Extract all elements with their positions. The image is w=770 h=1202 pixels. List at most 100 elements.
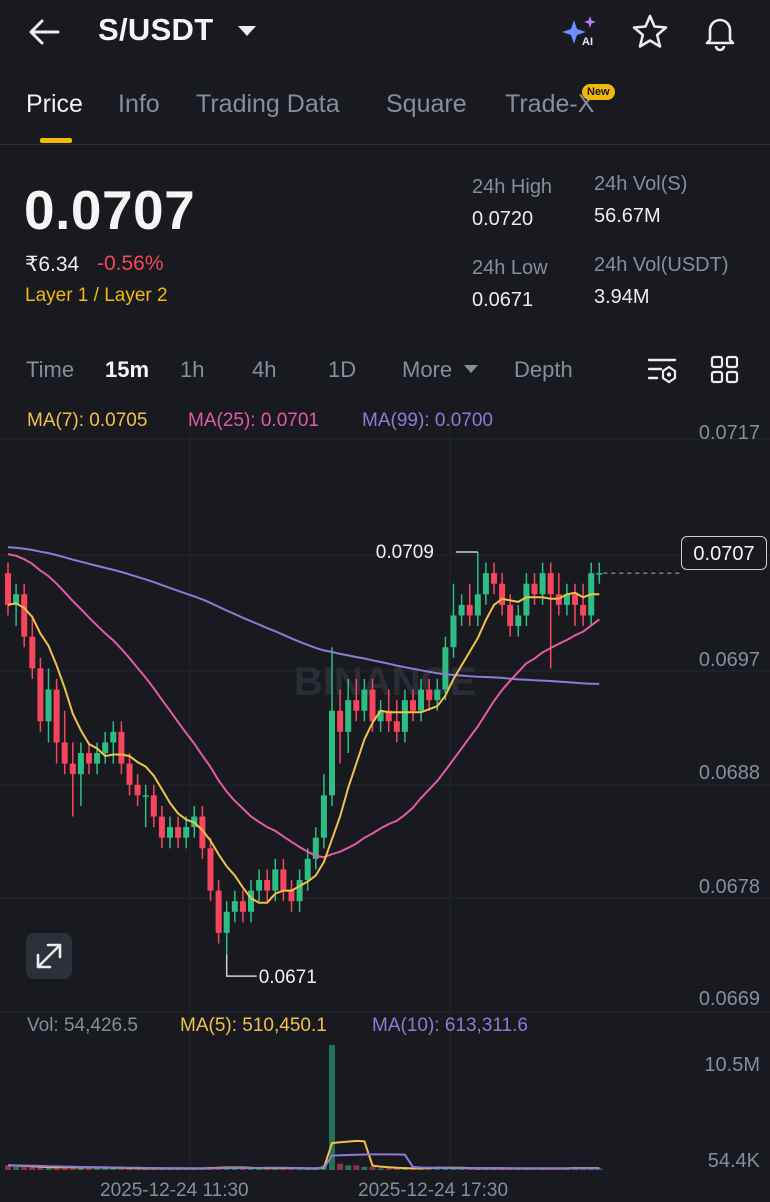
volume-bar (29, 1166, 36, 1170)
candle-body (158, 816, 165, 838)
high-label: 24h High (472, 176, 553, 198)
volume-legend: Vol: 54,426.5 (27, 1015, 138, 1036)
price-axis: 0.0717 0.0697 0.0688 0.0678 0.0669 10.5M… (699, 422, 761, 1172)
volume-ma10-legend: MA(10): 613,311.6 (372, 1015, 528, 1036)
candlestick-chart[interactable]: BINANCE 0.0709 0.0671 0.0717 0.0697 0.06… (0, 395, 770, 1200)
candle (345, 678, 352, 754)
candle-body (5, 573, 11, 605)
candle-body (13, 594, 20, 605)
volume-ma5-line (7, 1139, 600, 1170)
price-axis-label: 0.0669 (699, 988, 760, 1010)
interval-15m[interactable]: 15m (105, 357, 150, 382)
volume-bar (86, 1166, 92, 1170)
tab-price[interactable]: Price (26, 90, 83, 118)
volume-bar (288, 1168, 295, 1170)
ai-sparkle-icon[interactable]: AI (560, 14, 600, 50)
new-badge: New (582, 84, 615, 100)
candle-body (572, 594, 578, 605)
pair-title[interactable]: S/USDT (98, 12, 214, 47)
indicator-settings-icon[interactable] (645, 352, 681, 388)
grid-layout-icon[interactable] (709, 354, 741, 386)
tab-square[interactable]: Square (386, 90, 467, 118)
volume-bar (450, 1168, 457, 1170)
candle-body (150, 795, 157, 817)
interval-depth[interactable]: Depth (514, 357, 573, 382)
candle-body (474, 594, 481, 616)
back-arrow-icon[interactable] (24, 14, 64, 50)
volume-bar (329, 1045, 335, 1170)
candle-body (29, 636, 36, 669)
candle-body (199, 816, 206, 849)
price-change-percent: -0.56% (97, 252, 164, 275)
candle-body (466, 604, 473, 616)
category-tags[interactable]: Layer 1 / Layer 2 (25, 285, 168, 306)
low-marker-leader (225, 954, 257, 977)
fullscreen-expand-icon[interactable] (26, 933, 72, 979)
interval-time[interactable]: Time (26, 357, 75, 382)
candle-body (442, 647, 449, 690)
volume-bar (377, 1168, 384, 1170)
candle-body (110, 731, 117, 743)
interval-4h[interactable]: 4h (252, 357, 277, 382)
low-value: 0.0671 (472, 289, 534, 311)
notification-bell-icon[interactable] (700, 12, 740, 52)
current-price-tag[interactable]: 0.0707 (681, 536, 767, 570)
ma99-legend[interactable]: MA(99): 0.0700 (362, 410, 493, 431)
fiat-price: ₹6.34 (25, 253, 80, 276)
volume-bar (272, 1168, 279, 1170)
candle-body (142, 795, 149, 797)
candle (13, 583, 20, 627)
vol-usdt-value: 3.94M (594, 286, 650, 308)
tab-info[interactable]: Info (118, 90, 160, 118)
candle-body (450, 615, 457, 648)
candle (61, 710, 68, 775)
candle (45, 668, 52, 743)
candle-body (329, 710, 335, 796)
volume-bar (458, 1168, 465, 1170)
interval-more[interactable]: More (402, 357, 453, 382)
candle (304, 848, 311, 891)
candle-body (77, 753, 84, 775)
time-axis-label: 2025-12-24 17:30 (358, 1180, 509, 1201)
volume-bar (61, 1166, 68, 1170)
ma7-legend[interactable]: MA(7): 0.0705 (27, 410, 148, 431)
candle (515, 604, 522, 637)
volume-bar (385, 1168, 392, 1170)
candle-body (458, 604, 465, 616)
interval-1h[interactable]: 1h (180, 357, 205, 382)
candle-body (69, 763, 76, 775)
candle (134, 774, 141, 806)
candle (499, 573, 506, 616)
interval-1d[interactable]: 1D (328, 357, 357, 382)
volume-bar (361, 1166, 368, 1170)
price-axis-label: 0.0688 (699, 762, 760, 784)
chevron-down-icon[interactable] (464, 365, 478, 373)
candle (86, 742, 92, 775)
candle (29, 615, 36, 679)
candle (377, 700, 384, 732)
ma25-legend[interactable]: MA(25): 0.0701 (188, 410, 319, 431)
candle (401, 689, 408, 743)
favorite-star-icon[interactable] (630, 12, 670, 52)
pair-dropdown-icon[interactable] (238, 26, 256, 36)
volume-bar (5, 1165, 11, 1170)
candle-body (499, 583, 506, 605)
volume-bar (296, 1168, 303, 1170)
candle (523, 573, 530, 627)
tab-trade-x[interactable]: Trade-X (505, 90, 595, 118)
tab-trading-data[interactable]: Trading Data (196, 90, 340, 118)
candle-body (167, 827, 173, 838)
candle (215, 880, 222, 944)
candle (361, 678, 368, 722)
candle (312, 827, 319, 870)
vol-s-label: 24h Vol(S) (594, 173, 688, 195)
candle (110, 721, 117, 764)
candle (126, 753, 133, 796)
candle (320, 774, 327, 849)
candle-body (223, 911, 230, 933)
volume-axis-top: 10.5M (704, 1054, 760, 1076)
volume-bar (126, 1168, 133, 1170)
candle (207, 837, 214, 902)
low-label: 24h Low (472, 257, 548, 279)
candle (256, 869, 263, 902)
